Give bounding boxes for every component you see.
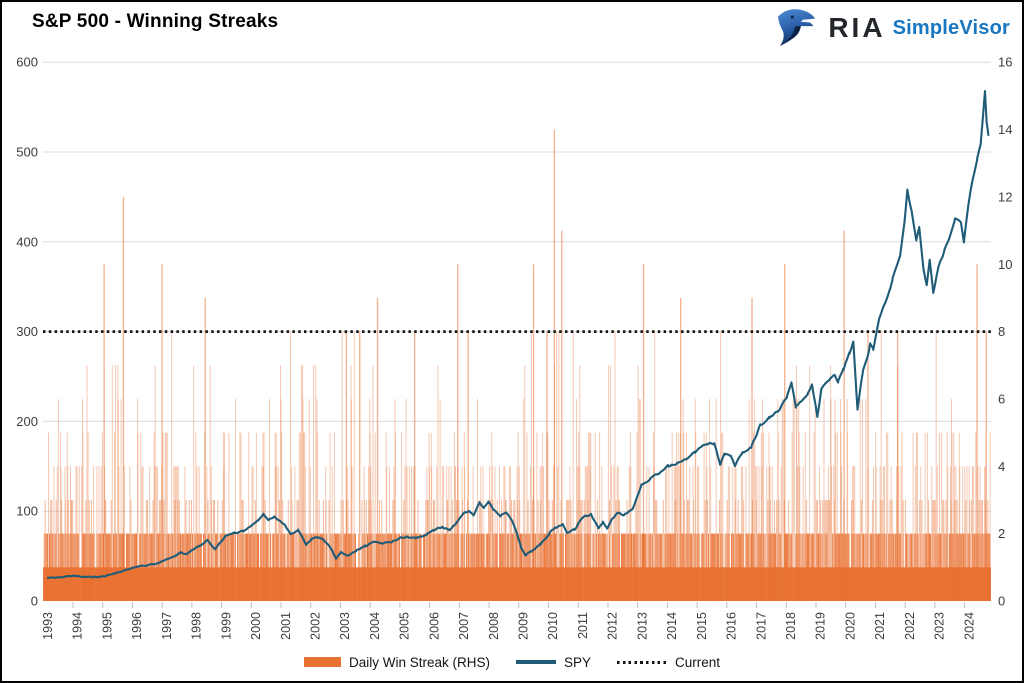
line-swatch-icon bbox=[516, 660, 556, 664]
svg-text:2004: 2004 bbox=[368, 612, 382, 640]
svg-text:1997: 1997 bbox=[160, 612, 174, 640]
svg-text:2011: 2011 bbox=[576, 612, 590, 639]
page-title: S&P 500 - Winning Streaks bbox=[32, 11, 279, 32]
spy-line bbox=[46, 89, 990, 579]
svg-text:1996: 1996 bbox=[130, 612, 144, 640]
svg-text:300: 300 bbox=[16, 324, 38, 339]
svg-text:2021: 2021 bbox=[873, 612, 887, 640]
svg-text:500: 500 bbox=[16, 145, 38, 160]
svg-text:2016: 2016 bbox=[725, 612, 739, 640]
x-axis-labels: 1993 1994 1995 1996 1997 1998 1999 2000 2001 2002… bbox=[41, 602, 976, 640]
legend-label: SPY bbox=[564, 654, 592, 670]
svg-text:0: 0 bbox=[998, 594, 1005, 609]
bar-swatch-icon bbox=[303, 657, 341, 667]
legend-label: Daily Win Streak (RHS) bbox=[348, 654, 490, 670]
svg-text:2010: 2010 bbox=[546, 612, 560, 640]
svg-text:12: 12 bbox=[998, 189, 1012, 204]
legend-label: Current bbox=[675, 654, 721, 670]
svg-text:2008: 2008 bbox=[487, 612, 501, 640]
svg-text:1994: 1994 bbox=[71, 612, 85, 640]
brand-name: RIA bbox=[828, 12, 886, 43]
gridlines bbox=[43, 61, 991, 512]
svg-text:2003: 2003 bbox=[338, 612, 352, 640]
eagle-icon bbox=[775, 8, 821, 48]
svg-text:2018: 2018 bbox=[784, 612, 798, 640]
svg-text:2002: 2002 bbox=[308, 612, 322, 640]
y-axis-right-labels: 0 2 4 6 8 10 12 14 16 bbox=[998, 55, 1012, 609]
win-streak-bars bbox=[43, 129, 991, 602]
svg-text:2022: 2022 bbox=[903, 612, 917, 640]
svg-text:8: 8 bbox=[998, 324, 1005, 339]
svg-text:4: 4 bbox=[998, 459, 1005, 474]
svg-text:16: 16 bbox=[998, 55, 1012, 70]
legend-item-win-streak: Daily Win Streak (RHS) bbox=[303, 654, 490, 670]
svg-text:2009: 2009 bbox=[517, 612, 531, 640]
svg-text:2013: 2013 bbox=[635, 612, 649, 640]
svg-text:2001: 2001 bbox=[279, 612, 293, 640]
chart-legend: Daily Win Streak (RHS) SPY Current bbox=[2, 650, 1022, 674]
brand-product: SimpleVisor bbox=[892, 16, 1010, 39]
y-axis-left-labels: 0 100 200 300 400 500 600 bbox=[16, 55, 38, 609]
svg-text:1998: 1998 bbox=[190, 612, 204, 640]
svg-text:2007: 2007 bbox=[457, 612, 471, 640]
legend-item-spy: SPY bbox=[516, 655, 591, 670]
svg-text:10: 10 bbox=[998, 257, 1012, 272]
svg-text:1993: 1993 bbox=[41, 612, 55, 640]
svg-text:6: 6 bbox=[998, 391, 1005, 406]
svg-text:400: 400 bbox=[16, 234, 38, 249]
brand-logo: RIA SimpleVisor bbox=[775, 8, 1010, 48]
svg-text:600: 600 bbox=[16, 55, 38, 70]
svg-text:2006: 2006 bbox=[427, 612, 441, 640]
svg-text:0: 0 bbox=[31, 594, 38, 609]
svg-text:2017: 2017 bbox=[754, 612, 768, 640]
svg-text:100: 100 bbox=[16, 504, 38, 519]
svg-text:2020: 2020 bbox=[843, 612, 857, 640]
dotted-swatch-icon bbox=[617, 660, 668, 664]
svg-text:2012: 2012 bbox=[606, 612, 620, 640]
svg-text:2019: 2019 bbox=[814, 612, 828, 640]
svg-text:200: 200 bbox=[16, 414, 38, 429]
svg-text:2024: 2024 bbox=[962, 612, 976, 640]
svg-text:2000: 2000 bbox=[249, 612, 263, 640]
svg-text:2023: 2023 bbox=[933, 612, 947, 640]
svg-text:1999: 1999 bbox=[219, 612, 233, 640]
legend-item-current: Current bbox=[617, 655, 720, 670]
svg-text:2014: 2014 bbox=[665, 612, 679, 640]
svg-text:14: 14 bbox=[998, 122, 1012, 137]
svg-text:2: 2 bbox=[998, 526, 1005, 541]
svg-text:2005: 2005 bbox=[398, 612, 412, 640]
svg-text:2015: 2015 bbox=[695, 612, 709, 640]
svg-text:1995: 1995 bbox=[100, 612, 114, 640]
